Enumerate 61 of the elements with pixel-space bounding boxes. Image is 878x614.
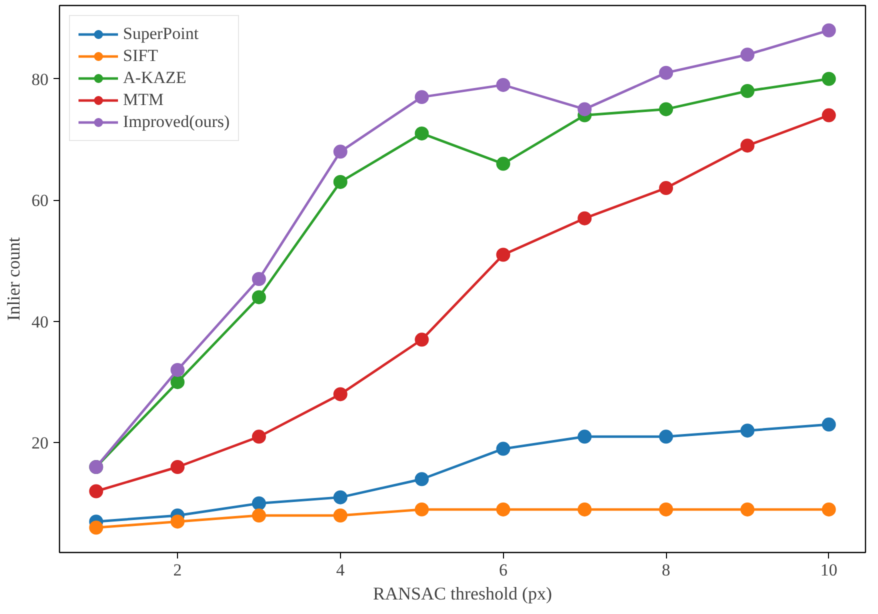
point [414,502,429,516]
legend-label: Improved(ours) [123,112,230,132]
point [740,84,754,98]
point [496,442,510,456]
point [89,484,104,498]
y-tick-label: 60 [32,191,48,210]
point [496,78,510,92]
point [740,502,754,516]
point [414,90,429,104]
point [822,502,836,516]
point [170,375,185,390]
point [578,502,592,516]
point [414,126,429,140]
point [252,290,266,304]
point [333,174,348,189]
point [822,72,836,86]
point [659,66,674,80]
point [496,502,510,516]
x-tick-label: 6 [498,560,508,580]
point [252,430,266,444]
point [170,514,185,529]
point [414,472,429,486]
point [578,211,592,226]
point [252,496,266,510]
point [822,108,836,122]
point [333,387,348,402]
point [578,102,592,116]
point [333,508,348,522]
y-axis-title: Inlier count [4,237,24,321]
point [252,272,266,286]
point [170,460,185,474]
point [333,490,348,504]
point [822,418,836,432]
point [740,424,754,438]
point [659,430,674,444]
legend-label: SuperPoint [123,24,199,44]
y-tick-label: 40 [32,312,48,332]
point [170,362,185,377]
x-tick-label: 8 [662,560,670,580]
x-tick-label: 10 [820,560,838,580]
point [659,181,674,196]
x-tick-label: 2 [173,560,182,580]
x-tick-label: 4 [336,560,346,580]
point [89,520,104,535]
point [496,248,510,262]
point [252,508,266,522]
point [578,430,592,444]
x-axis-title: RANSAC threshold (px) [373,584,552,604]
legend-label: SIFT [123,46,158,66]
point [496,156,510,171]
y-tick-label: 80 [32,70,48,89]
legend-label: MTM [123,90,164,110]
point [740,48,754,62]
point [333,144,348,159]
point [414,332,429,347]
point [659,102,674,116]
y-tick-label: 20 [32,434,48,453]
point [822,23,836,38]
point [659,502,674,516]
point [740,138,754,153]
legend-label: A-KAZE [123,68,186,88]
